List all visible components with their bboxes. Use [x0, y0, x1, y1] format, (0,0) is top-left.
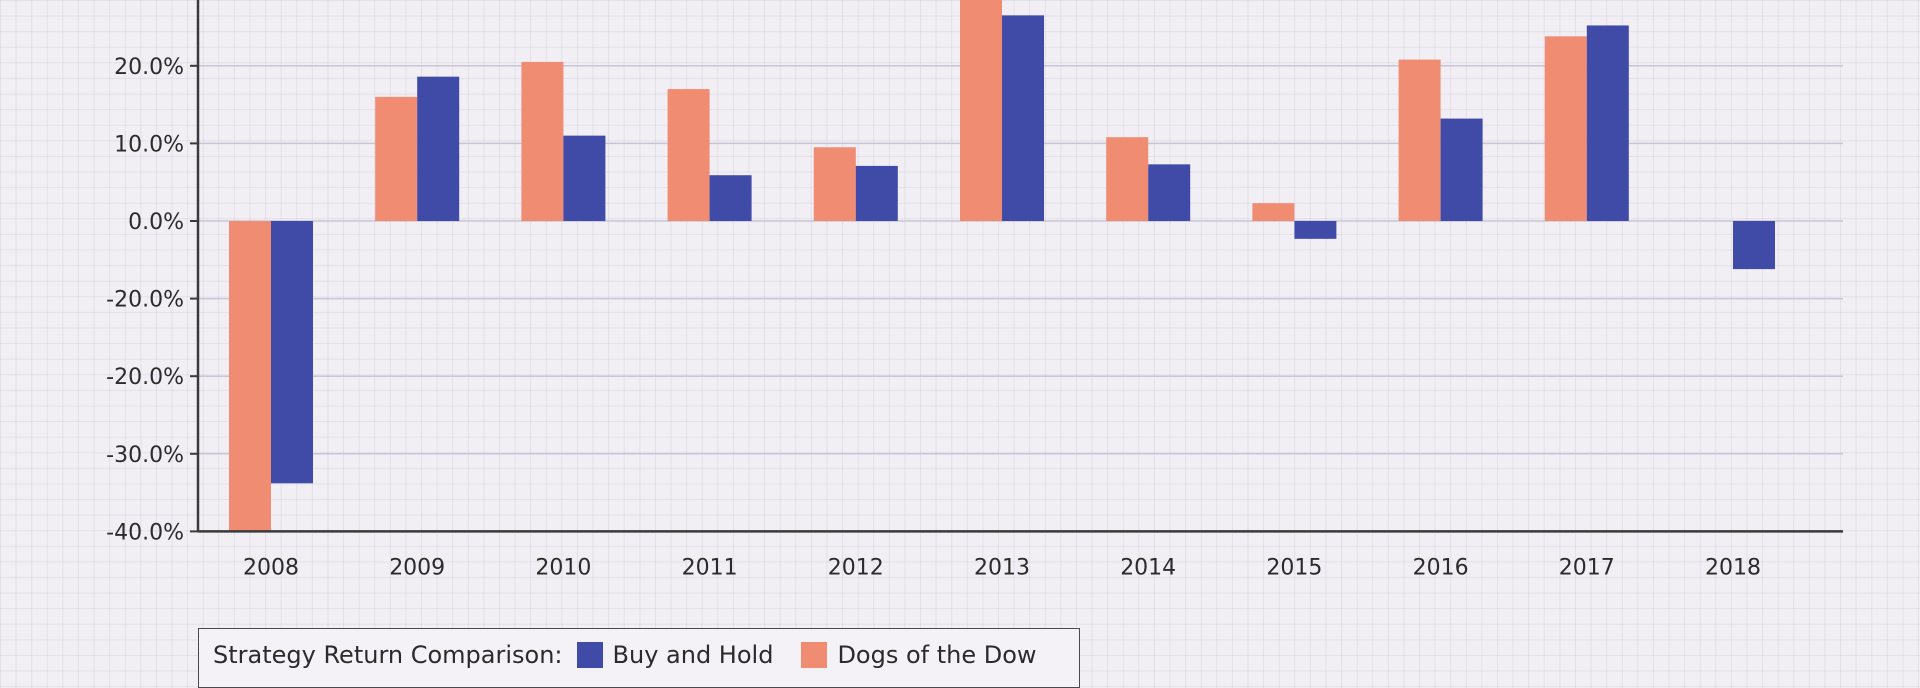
legend-swatch-buy-and-hold [576, 642, 603, 668]
x-tick-label: 2010 [535, 555, 591, 580]
bar-buy-and-hold-2013 [1002, 15, 1044, 221]
y-tick-label: -20.0% [106, 288, 184, 313]
x-tick-label: 2011 [682, 555, 738, 580]
legend-label-buy-and-hold: Buy and Hold [612, 641, 774, 669]
y-tick-label: -30.0% [106, 443, 184, 468]
legend-item-dogs-of-the-dow: Dogs of the Dow [801, 641, 1037, 669]
y-tick-label: 0.0% [128, 210, 184, 235]
bar-dogs-of-the-dow-2009 [375, 96, 418, 221]
x-tick-label: 2008 [243, 555, 299, 580]
x-tick-label: 2016 [1413, 555, 1469, 580]
chart-legend: Strategy Return Comparison: Buy and Hold… [198, 628, 1080, 688]
bar-chart: 20.0% 10.0% 0.0% -20.0% -20.0% -30.0% -40.0% 2… [106, 0, 1843, 580]
bar-buy-and-hold-2016 [1440, 118, 1483, 221]
bar-buy-and-hold-2012 [855, 165, 898, 221]
bar-dogs-of-the-dow-2011 [667, 89, 710, 221]
x-tick-label: 2012 [828, 555, 884, 580]
legend-item-buy-and-hold: Buy and Hold [576, 641, 774, 669]
bar-buy-and-hold-2011 [709, 175, 752, 221]
legend-title: Strategy Return Comparison: [213, 641, 563, 669]
bar-buy-and-hold-2015 [1294, 221, 1337, 239]
bars-group [229, 0, 1775, 532]
x-tick-label: 2013 [974, 555, 1030, 580]
y-tick-label: 10.0% [114, 132, 184, 157]
bar-dogs-of-the-dow-2017 [1544, 36, 1587, 222]
x-tick-label: 2018 [1705, 555, 1761, 580]
y-tick-label: -20.0% [106, 365, 184, 390]
legend-label-dogs-of-the-dow: Dogs of the Dow [837, 641, 1037, 669]
bar-dogs-of-the-dow-2014 [1106, 137, 1149, 221]
y-axis-tick-labels: 20.0% 10.0% 0.0% -20.0% -20.0% -30.0% -40.0% [106, 55, 198, 545]
y-tick-label: -40.0% [106, 520, 184, 545]
bar-dogs-of-the-dow-2016 [1398, 59, 1441, 222]
bar-dogs-of-the-dow-2008 [229, 221, 271, 532]
bar-buy-and-hold-2010 [563, 135, 606, 221]
y-tick-label: 20.0% [114, 55, 184, 80]
x-tick-label: 2015 [1266, 555, 1322, 580]
bar-buy-and-hold-2014 [1148, 164, 1191, 221]
bar-dogs-of-the-dow-2010 [521, 61, 564, 221]
x-tick-label: 2017 [1559, 555, 1615, 580]
legend-swatch-dogs-of-the-dow [801, 642, 828, 668]
x-axis-tick-labels: 2008 2009 2010 2011 2012 2013 2014 2015 2016 2017… [243, 555, 1761, 580]
bar-buy-and-hold-2009 [417, 76, 460, 221]
bar-buy-and-hold-2017 [1586, 25, 1629, 222]
bar-buy-and-hold-2018 [1733, 221, 1775, 270]
bar-dogs-of-the-dow-2012 [813, 147, 856, 221]
bar-dogs-of-the-dow-2015 [1252, 203, 1295, 221]
x-tick-label: 2009 [389, 555, 445, 580]
x-tick-label: 2014 [1120, 555, 1176, 580]
bar-dogs-of-the-dow-2013 [960, 0, 1002, 221]
bar-buy-and-hold-2008 [271, 221, 313, 484]
